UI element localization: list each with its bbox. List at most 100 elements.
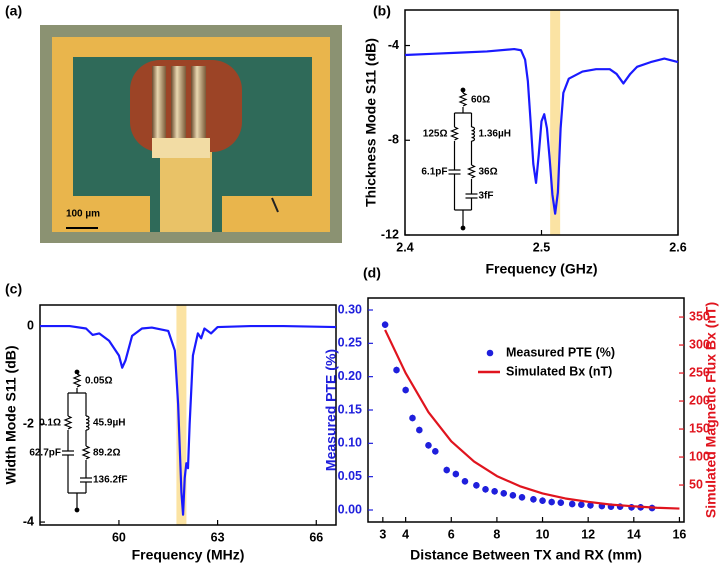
terminal bbox=[460, 225, 466, 231]
x-tick-label: 66 bbox=[309, 530, 323, 544]
resistor bbox=[458, 92, 468, 107]
x-tick-label: 60 bbox=[112, 530, 126, 544]
circuit-label: 3fF bbox=[479, 191, 494, 202]
y-tick-label: -2 bbox=[23, 416, 34, 430]
data-point bbox=[416, 426, 423, 434]
panel-label: (b) bbox=[373, 3, 391, 19]
data-point bbox=[452, 470, 460, 478]
data-point bbox=[500, 490, 508, 497]
y-tick-label: 0.20 bbox=[338, 369, 362, 383]
circuit bbox=[448, 87, 478, 231]
x-tick-label: 2.5 bbox=[533, 240, 550, 254]
circuit-label: 45.9µH bbox=[93, 418, 125, 429]
circuit bbox=[62, 369, 92, 513]
x-tick-label: 63 bbox=[211, 530, 225, 544]
data-point bbox=[409, 414, 416, 422]
capacitor-bg bbox=[448, 170, 461, 174]
inductor bbox=[85, 415, 90, 431]
resistor-bg bbox=[82, 446, 90, 460]
y-tick-label: 0.15 bbox=[338, 402, 362, 416]
y-tick-label: 0 bbox=[27, 318, 34, 332]
x-tick-label: 10 bbox=[536, 527, 550, 541]
y2-tick-label: 300 bbox=[689, 337, 710, 351]
capacitor-bg bbox=[62, 451, 74, 455]
legend-label: Measured PTE (%) bbox=[506, 345, 615, 359]
x-tick-label: 2.6 bbox=[669, 240, 686, 254]
x-tick-label: 14 bbox=[627, 527, 641, 541]
data-line bbox=[40, 324, 337, 516]
data-point bbox=[432, 448, 439, 455]
circuit-label: 0.1Ω bbox=[39, 418, 61, 429]
y-tick-label: 0.00 bbox=[338, 502, 362, 516]
circuit-label: 125Ω bbox=[423, 129, 448, 140]
data-point bbox=[557, 499, 565, 506]
data-point bbox=[509, 492, 517, 499]
data-point bbox=[530, 496, 537, 503]
scale-bar-label: 100 µm bbox=[66, 209, 100, 220]
resistor-bg bbox=[459, 93, 467, 107]
resistor-bg bbox=[64, 416, 72, 430]
circuit-label: 36Ω bbox=[479, 167, 498, 178]
terminal bbox=[74, 369, 80, 375]
data-point bbox=[587, 502, 594, 509]
data-point bbox=[402, 386, 409, 394]
data-point bbox=[578, 501, 585, 508]
x-axis-label: Frequency (MHz) bbox=[132, 547, 245, 563]
data-point bbox=[381, 321, 389, 328]
y-tick-label: -4 bbox=[388, 38, 399, 52]
legend-marker bbox=[486, 349, 494, 357]
y-tick-label: -12 bbox=[381, 227, 399, 241]
terminal bbox=[460, 87, 466, 93]
resistor bbox=[466, 164, 477, 179]
x-tick-label: 2.4 bbox=[396, 240, 413, 254]
y-axis-label: Thickness Mode S11 (dB) bbox=[363, 38, 379, 207]
x-tick-label: 8 bbox=[493, 527, 500, 541]
y2-tick-label: 150 bbox=[689, 421, 710, 435]
y-tick-label: 0.05 bbox=[338, 469, 362, 483]
y-axis-label: Measured PTE (%) bbox=[323, 349, 339, 471]
circuit-label: 62.7pF bbox=[29, 448, 61, 459]
y-tick-label: 0.30 bbox=[338, 302, 362, 316]
y-axis-label: Width Mode S11 (dB) bbox=[3, 345, 19, 484]
circuit-label: 1.36µH bbox=[479, 129, 511, 140]
panel-label: (d) bbox=[363, 265, 381, 281]
highlight-band bbox=[176, 305, 187, 525]
data-point bbox=[393, 366, 400, 374]
x-tick-label: 16 bbox=[672, 527, 686, 541]
circuit-label: 89.2Ω bbox=[93, 448, 120, 459]
y2-tick-label: 100 bbox=[689, 449, 710, 463]
data-line bbox=[404, 47, 679, 215]
resistor-bg bbox=[73, 374, 81, 388]
x-tick-label: 12 bbox=[581, 527, 595, 541]
data-point bbox=[482, 486, 489, 493]
capacitor-bg bbox=[465, 194, 478, 198]
data-point bbox=[425, 442, 432, 449]
highlight-band bbox=[550, 10, 561, 235]
panel-label: (c) bbox=[5, 281, 22, 297]
y-tick-label: -8 bbox=[388, 133, 399, 147]
circuit-label: 6.1pF bbox=[421, 167, 447, 178]
circuit-label: 0.05Ω bbox=[85, 376, 112, 387]
x-tick-label: 6 bbox=[448, 527, 455, 541]
data-point bbox=[443, 466, 451, 474]
inductor bbox=[471, 126, 476, 142]
x-tick-label: 3 bbox=[379, 527, 386, 541]
resistor-bg bbox=[467, 165, 476, 179]
data-point bbox=[518, 494, 526, 501]
data-point bbox=[548, 498, 555, 506]
resistor bbox=[63, 415, 73, 430]
x-tick-label: 4 bbox=[402, 527, 409, 541]
capacitor-bg bbox=[80, 478, 92, 482]
data-line bbox=[384, 329, 680, 510]
data-point bbox=[568, 500, 576, 508]
data-point bbox=[491, 488, 498, 495]
terminal bbox=[74, 507, 80, 513]
data-point bbox=[473, 482, 480, 489]
micrograph: 100 µm bbox=[40, 25, 342, 243]
resistor bbox=[449, 126, 460, 141]
resistor bbox=[72, 373, 82, 388]
y2-tick-label: 50 bbox=[689, 477, 703, 491]
y-tick-label: 0.25 bbox=[338, 336, 362, 350]
panel-label: (a) bbox=[5, 3, 22, 19]
